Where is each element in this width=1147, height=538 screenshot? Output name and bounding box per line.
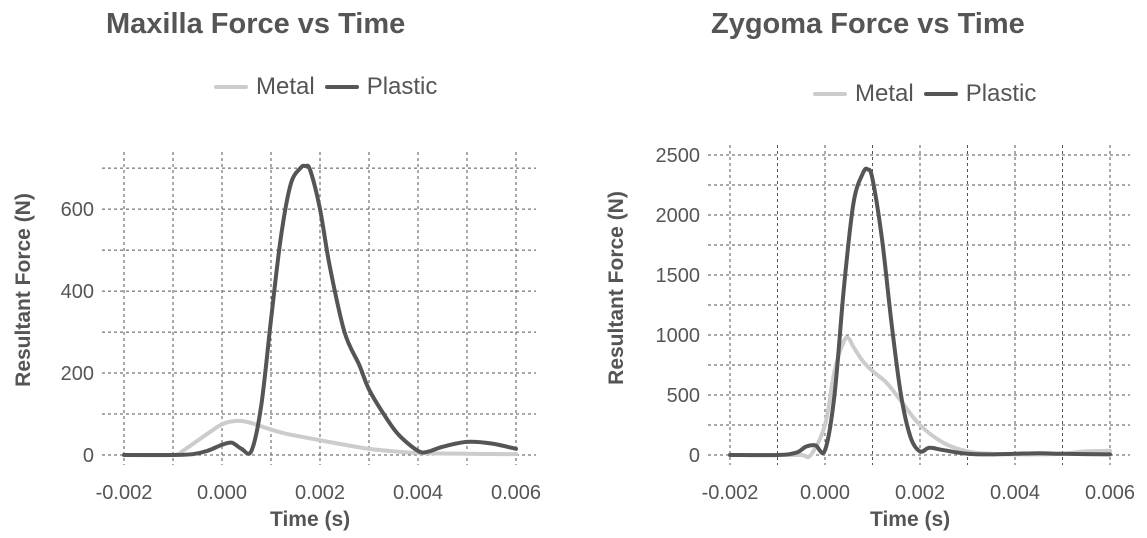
chart-legend: Metal Plastic	[214, 73, 437, 101]
legend-swatch-metal	[214, 85, 248, 89]
chart-title: Zygoma Force vs Time	[711, 8, 1025, 40]
legend-label-metal: Metal	[855, 80, 914, 107]
x-axis-label: Time (s)	[270, 508, 351, 531]
chart-title: Maxilla Force vs Time	[106, 8, 406, 40]
y-tick-label: 0	[689, 445, 700, 467]
x-tick-label: 0.006	[1085, 482, 1135, 504]
legend-item-plastic: Plastic	[324, 73, 438, 101]
y-tick-label: 1000	[656, 325, 701, 347]
y-tick-label: 600	[61, 199, 94, 221]
x-tick-label: 0.002	[295, 482, 345, 504]
chart-panel-maxilla: Maxilla Force vs Time Metal Plastic Resu…	[0, 0, 560, 538]
grid	[708, 145, 1130, 465]
y-tick-label: 2000	[656, 205, 701, 227]
x-tick-label: 0.004	[990, 482, 1040, 504]
x-tick-label: 0.006	[491, 482, 541, 504]
y-tick-label: 2500	[656, 145, 701, 167]
legend-item-metal: Metal	[214, 73, 315, 101]
y-tick-label: 1500	[656, 265, 701, 287]
x-tick-label: -0.002	[96, 482, 153, 504]
x-tick-label: 0.000	[800, 482, 850, 504]
series-line-plastic	[122, 163, 518, 458]
legend-item-plastic: Plastic	[923, 80, 1037, 108]
x-tick-label: -0.002	[702, 482, 759, 504]
chart-plot-area: -0.002 0.000 0.002 0.004 0.006 0 500 1000 1500 20…	[656, 145, 1135, 504]
y-tick-label: 200	[61, 363, 94, 385]
chart-panel-zygoma: Zygoma Force vs Time Metal Plastic Resul…	[580, 0, 1147, 538]
y-tick-label: 0	[83, 445, 94, 467]
legend-label-plastic: Plastic	[366, 73, 438, 100]
series-line-plastic	[728, 166, 1112, 458]
legend-swatch-plastic	[923, 92, 958, 96]
legend-item-metal: Metal	[813, 80, 914, 108]
x-tick-label: 0.000	[197, 482, 247, 504]
legend-label-metal: Metal	[256, 73, 315, 100]
series-line-metal	[122, 418, 518, 458]
y-tick-label: 500	[667, 385, 700, 407]
x-tick-label: 0.002	[895, 482, 945, 504]
chart-plot-area: -0.002 0.000 0.002 0.004 0.006 0 200 400 600	[61, 152, 541, 504]
x-axis-label: Time (s)	[870, 508, 951, 531]
chart-legend: Metal Plastic	[813, 80, 1036, 108]
legend-label-plastic: Plastic	[965, 80, 1037, 107]
legend-swatch-plastic	[324, 85, 359, 89]
y-tick-label: 400	[61, 281, 94, 303]
x-tick-label: 0.004	[393, 482, 443, 504]
legend-swatch-metal	[813, 92, 847, 96]
